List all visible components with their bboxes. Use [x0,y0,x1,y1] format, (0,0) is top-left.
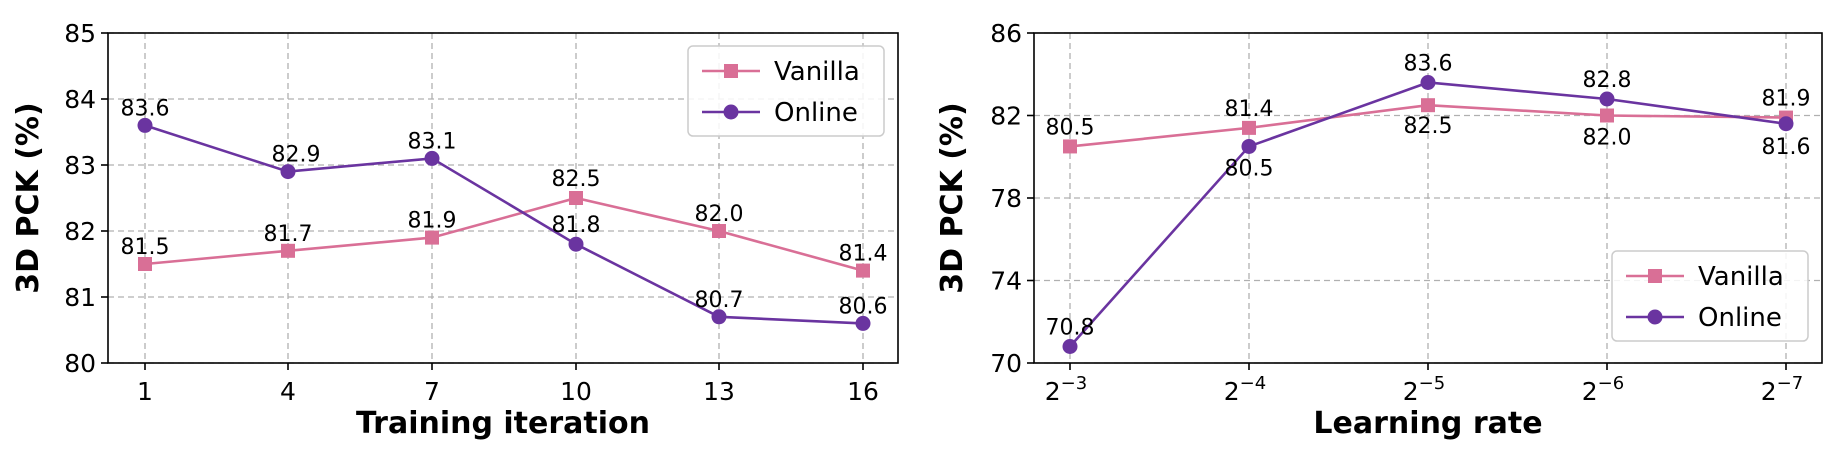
plot-frame [107,32,899,364]
x-tick-label: 2−7 [1761,373,1803,406]
legend-marker [723,104,739,120]
data-point-marker [1242,120,1256,135]
x-tick-label: 2−4 [1224,373,1266,406]
x-tick-label: 2−5 [1403,373,1445,406]
data-label: 70.8 [1046,316,1095,341]
y-tick-label: 78 [990,184,1022,213]
x-tick-label: 4 [280,377,296,406]
data-label: 83.6 [1404,52,1453,77]
data-point-marker [281,243,295,258]
data-label: 81.9 [1762,87,1811,112]
x-tick-label: 16 [847,377,879,406]
data-point-marker [1420,75,1436,90]
data-label: 82.5 [552,167,601,192]
data-label: 81.6 [1762,135,1811,160]
data-point-marker [1599,91,1615,107]
data-label: 81.9 [408,209,457,234]
y-tick-label: 85 [64,19,96,48]
data-point-marker [855,315,871,331]
data-point-marker [711,309,727,325]
y-tick-label: 70 [990,349,1022,378]
data-point-marker [568,236,584,252]
legend-marker [724,64,738,78]
data-label: 81.4 [1225,97,1274,122]
data-label: 80.5 [1225,156,1274,181]
data-point-marker [425,230,439,245]
data-label: 80.6 [839,294,888,319]
chart-panel-2: 70 74 78 82 86 2−3 2−4 2−5 2−6 2−7 Learning rate 3D… [935,19,1823,441]
x-tick-label: 2−6 [1582,373,1624,406]
data-label: 81.4 [839,242,888,267]
legend-marker [1648,269,1662,283]
x-tick-label: 7 [424,377,440,406]
x-tick-label: 1 [137,377,153,406]
data-point-marker [1421,98,1435,113]
chart-panel-1: 80 81 82 83 84 85 1 4 7 10 13 16 Training iteration 3… [11,19,899,441]
y-tick-label: 82 [64,217,96,246]
data-point-marker [1241,138,1257,154]
legend-label: Online [1698,303,1782,333]
series-vanilla: 80.5 81.4 82.5 82.0 81.9 [1046,87,1811,154]
x-axis-label: Training iteration [356,406,650,441]
series-online: 70.8 80.5 83.6 82.8 81.6 [1046,52,1811,354]
y-tick-label: 81 [64,283,96,312]
y-tick-label: 80 [64,349,96,378]
data-label: 81.8 [552,213,601,238]
x-tick-label: 10 [560,377,592,406]
x-tick-label: 2−3 [1045,373,1087,406]
data-point-marker [569,191,583,205]
data-point-marker [712,224,726,238]
data-label: 82.0 [695,202,744,227]
data-label: 80.5 [1046,115,1095,140]
series-line [144,124,864,325]
data-point-marker [1063,139,1077,154]
data-label: 81.7 [264,222,313,247]
x-axis-label: Learning rate [1313,406,1542,441]
y-tick-label: 84 [64,85,96,114]
data-label: 82.8 [1583,68,1632,93]
data-point-marker [1778,116,1794,132]
data-point-marker [856,263,870,278]
legend-label: Vanilla [774,57,860,87]
data-point-marker [424,150,440,166]
series-vanilla: 81.5 81.7 81.9 82.5 82.0 81.4 [121,167,888,278]
y-axis-label: 3D PCK (%) [935,102,970,293]
data-label: 82.0 [1583,126,1632,151]
data-label: 82.5 [1404,114,1453,139]
legend: Vanilla Online [687,45,885,137]
series-online: 83.6 82.9 83.1 81.8 80.7 80.6 [121,96,888,331]
legend-label: Vanilla [1698,262,1784,292]
series-line [144,196,864,272]
data-point-marker [137,117,153,133]
legend-marker [1647,309,1663,325]
data-label: 82.9 [272,143,321,168]
data-label: 83.6 [121,96,170,121]
y-tick-label: 74 [990,267,1022,296]
y-tick-label: 86 [990,19,1022,48]
data-label: 80.7 [695,288,744,313]
data-label: 81.5 [121,235,170,260]
data-point-marker [1600,108,1614,123]
x-tick-label: 13 [703,377,735,406]
data-label: 83.1 [408,129,457,154]
legend: Vanilla Online [1611,250,1809,342]
y-tick-label: 82 [990,102,1022,131]
legend-label: Online [774,98,858,128]
data-point-marker [138,257,152,271]
y-axis-label: 3D PCK (%) [11,102,46,293]
y-tick-label: 83 [64,151,96,180]
data-point-marker [1062,339,1078,354]
data-point-marker [280,164,296,180]
